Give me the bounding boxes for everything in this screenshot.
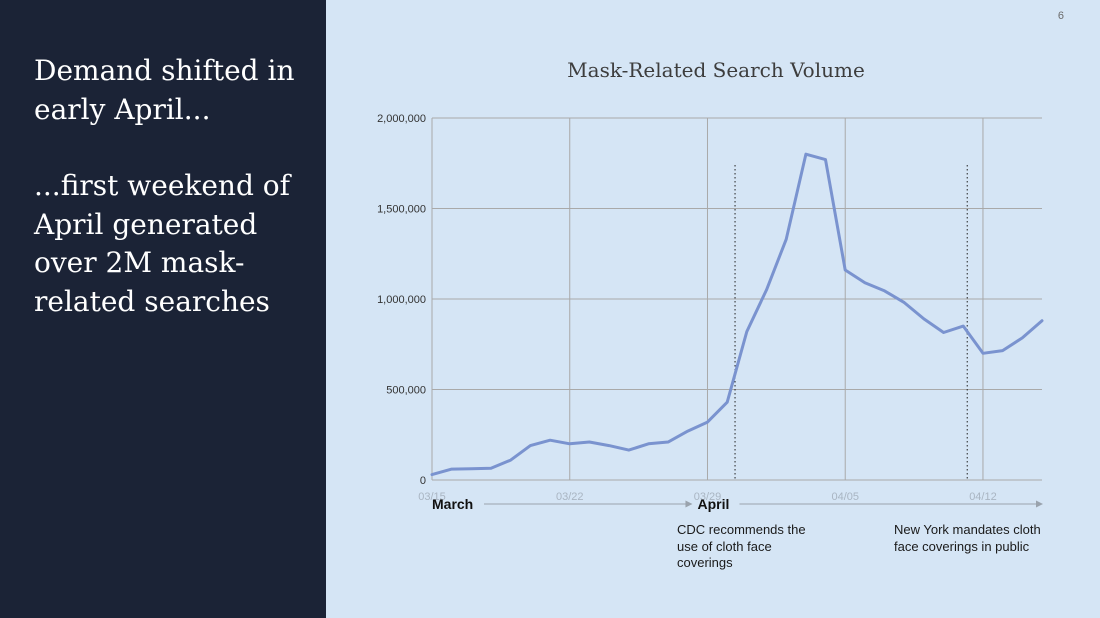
series-line	[430, 152, 1044, 477]
left-panel: Demand shifted in early April... ...firs…	[0, 0, 326, 618]
x-tick-label: 03/22	[556, 491, 584, 503]
period-label-april: April	[697, 496, 729, 512]
chart-title: Mask-Related Search Volume	[567, 58, 865, 82]
period-arrow-head	[1036, 500, 1043, 508]
y-tick-label: 2,000,000	[377, 113, 426, 125]
annotation-new-york: New York mandates cloth face coverings i…	[894, 522, 1041, 554]
slide-heading: Demand shifted in early April...	[34, 54, 295, 126]
annotation-cdc: CDC recommends the use of cloth face cov…	[677, 522, 806, 570]
slide-text: Demand shifted in early April... ...firs…	[34, 52, 314, 321]
x-tick-label: 04/12	[969, 491, 997, 503]
y-tick-label: 1,500,000	[377, 204, 426, 216]
x-tick-label: 03/15	[418, 491, 446, 503]
x-tick-label: 04/05	[831, 491, 859, 503]
x-tick-label: 03/29	[694, 491, 722, 503]
page-number: 6	[1057, 10, 1064, 22]
y-tick-label: 1,000,000	[377, 294, 426, 306]
period-arrow-head	[685, 500, 693, 508]
slide-subheading: ...first weekend of April generated over…	[34, 169, 291, 318]
period-label-march: March	[432, 496, 473, 512]
y-tick-label: 500,000	[386, 385, 426, 397]
y-tick-label: 0	[420, 475, 426, 487]
